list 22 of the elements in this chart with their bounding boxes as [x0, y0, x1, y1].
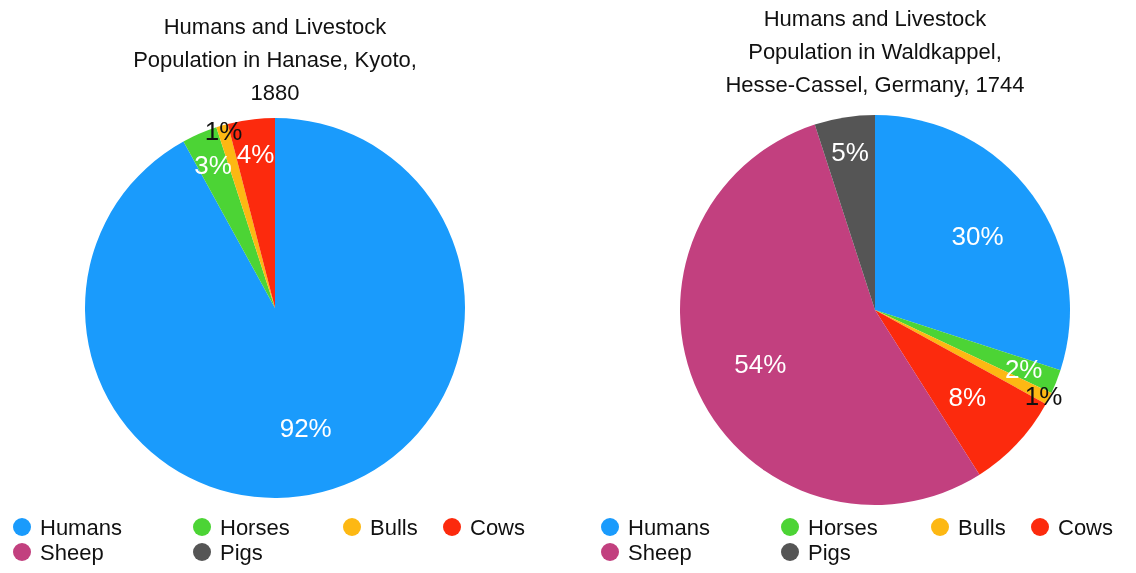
legend-label: Pigs	[220, 539, 263, 565]
legend-label: Horses	[220, 514, 290, 540]
legend-label: Humans	[40, 514, 122, 540]
pie-slice	[814, 115, 875, 310]
legend-label: Sheep	[628, 539, 692, 565]
data-label: 30%	[951, 220, 1004, 251]
data-label: 5%	[831, 137, 869, 168]
legend-label: Humans	[628, 514, 710, 540]
data-label: 8%	[948, 381, 987, 412]
legend-label: Bulls	[958, 514, 1006, 540]
data-label: 54%	[734, 349, 787, 380]
legend-label: Bulls	[370, 514, 418, 540]
legend-label: Cows	[470, 514, 526, 540]
pie-slice	[85, 118, 465, 498]
chart-title: Humans and Livestock Population in Waldkappel, Hesse-Cassel, Germany, 1744	[725, 6, 1025, 97]
chart-title: Humans and Livestock Population in Hanase, Kyoto, 1880	[133, 14, 417, 105]
legend-label: Pigs	[808, 539, 851, 565]
data-label: 1%	[204, 116, 243, 147]
legend-label: Cows	[1058, 514, 1114, 540]
data-label: 92%	[279, 412, 332, 443]
legend-label: Horses	[808, 514, 878, 540]
legend-label: Sheep	[40, 539, 104, 565]
